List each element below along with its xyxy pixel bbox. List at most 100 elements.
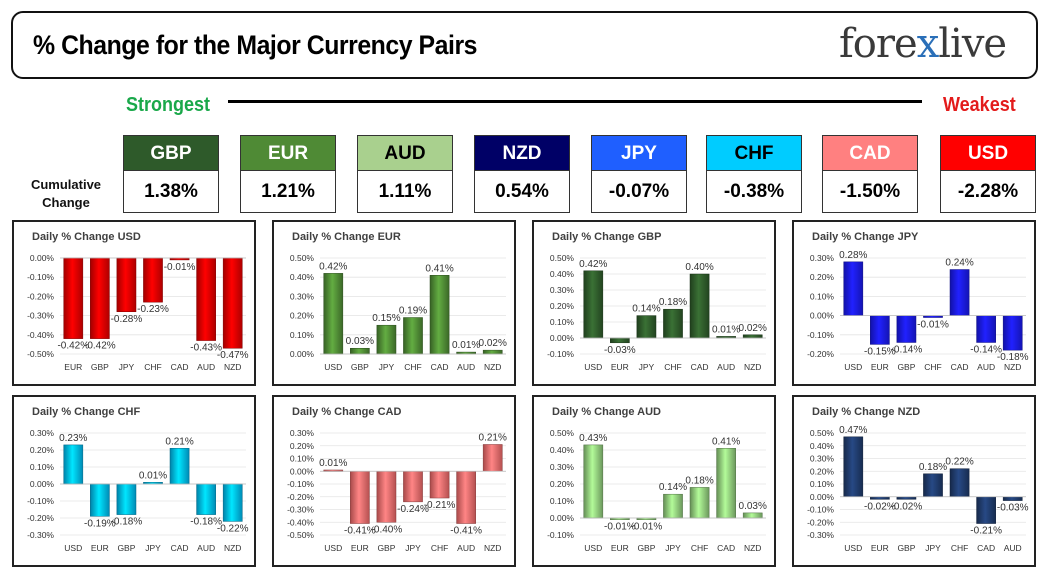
data-label: 0.18% [659, 297, 687, 308]
bar-gbp [350, 347, 370, 355]
currency-cell-usd: USD -2.28% [940, 135, 1036, 213]
page-title: % Change for the Major Currency Pairs [33, 30, 478, 60]
data-label: 0.02% [739, 323, 767, 334]
y-tick-label: 0.30% [290, 428, 315, 438]
x-category-label: CAD [717, 543, 735, 553]
data-label: 0.01% [139, 470, 167, 481]
data-label: -0.18% [111, 517, 143, 528]
x-category-label: CHF [924, 362, 941, 372]
data-label: 0.40% [685, 262, 713, 273]
x-category-label: AUD [197, 543, 215, 553]
bar-nzd [742, 334, 763, 339]
y-tick-label: -0.50% [27, 349, 54, 359]
x-category-label: AUD [977, 362, 995, 372]
bar-eur [63, 257, 84, 339]
bar-usd [583, 270, 604, 339]
x-category-label: JPY [665, 543, 681, 553]
data-label: -0.23% [137, 304, 169, 315]
data-label: -0.24% [397, 504, 429, 515]
x-category-label: CHF [144, 362, 161, 372]
data-label: 0.42% [319, 261, 347, 272]
currency-code: CAD [822, 135, 918, 171]
y-tick-label: -0.20% [287, 492, 314, 502]
y-tick-label: -0.30% [27, 311, 54, 321]
currency-cumulative-value: -1.50% [822, 171, 918, 213]
currency-cell-nzd: NZD 0.54% [474, 135, 570, 213]
bar-jpy [376, 324, 397, 355]
x-category-label: AUD [457, 362, 475, 372]
x-category-label: EUR [611, 543, 629, 553]
y-tick-label: 0.00% [290, 349, 315, 359]
y-tick-label: -0.20% [27, 513, 54, 523]
y-tick-label: -0.10% [27, 496, 54, 506]
y-tick-label: 0.00% [290, 466, 315, 476]
y-tick-label: -0.40% [287, 517, 314, 527]
chart-title: Daily % Change CAD [292, 406, 401, 418]
x-category-label: CHF [691, 543, 708, 553]
data-label: 0.47% [839, 425, 867, 436]
y-tick-label: -0.10% [547, 349, 574, 359]
y-tick-label: 0.40% [550, 269, 575, 279]
x-category-label: NZD [224, 362, 241, 372]
bar-aud [196, 257, 216, 341]
data-label: -0.28% [111, 314, 143, 325]
currency-code: JPY [591, 135, 687, 171]
bar-aud [1002, 496, 1023, 501]
data-label: -0.14% [891, 344, 923, 355]
forexlive-logo: forexlive [839, 21, 1007, 67]
bar-cad [689, 273, 710, 339]
bar-nzd [482, 444, 503, 472]
data-label: 0.18% [919, 462, 947, 473]
currency-cell-cad: CAD -1.50% [822, 135, 918, 213]
chart-title: Daily % Change JPY [812, 231, 919, 243]
x-category-label: JPY [639, 362, 655, 372]
y-tick-label: -0.30% [287, 505, 314, 515]
cumulative-change-label: Cumulative Change [20, 176, 112, 212]
y-tick-label: -0.10% [287, 479, 314, 489]
y-tick-label: 0.20% [550, 479, 575, 489]
bar-jpy [403, 471, 423, 503]
bar-jpy [116, 257, 137, 313]
bar-eur [90, 483, 110, 517]
data-label: 0.01% [452, 340, 480, 351]
data-label: 0.22% [945, 457, 973, 468]
bar-cad [429, 275, 450, 355]
x-category-label: GBP [117, 543, 135, 553]
data-label: -0.03% [997, 503, 1029, 514]
data-label: 0.41% [425, 263, 453, 274]
currency-cell-gbp: GBP 1.38% [123, 135, 219, 213]
x-category-label: EUR [611, 362, 629, 372]
currency-cumulative-value: -0.38% [706, 171, 802, 213]
x-category-label: GBP [91, 362, 109, 372]
x-category-label: EUR [64, 362, 82, 372]
data-label: -0.43% [190, 343, 222, 354]
data-label: 0.42% [579, 259, 607, 270]
y-tick-label: 0.00% [810, 492, 835, 502]
bar-jpy [636, 315, 657, 339]
currency-code: USD [940, 135, 1036, 171]
x-category-label: JPY [119, 362, 135, 372]
data-label: 0.28% [839, 250, 867, 261]
y-tick-label: 0.10% [550, 496, 575, 506]
data-label: -0.21% [424, 500, 456, 511]
data-label: 0.03% [346, 336, 374, 347]
cumulative-label-line2: Change [42, 195, 90, 210]
y-tick-label: 0.50% [550, 253, 575, 263]
bar-usd [843, 436, 864, 497]
y-tick-label: 0.00% [810, 311, 835, 321]
x-category-label: EUR [91, 543, 109, 553]
bar-chf [663, 308, 683, 339]
data-label: -0.15% [864, 346, 896, 357]
chart-svg: Daily % Change USD 0.00% -0.10% -0.20% -0.30… [27, 231, 249, 372]
y-tick-label: -0.10% [807, 505, 834, 515]
data-label: 0.43% [579, 433, 607, 444]
bar-nzd [222, 483, 243, 522]
currency-cell-eur: EUR 1.21% [240, 135, 336, 213]
y-tick-label: 0.20% [30, 445, 55, 455]
x-category-label: CAD [171, 543, 189, 553]
x-category-label: NZD [744, 362, 761, 372]
currency-code: EUR [240, 135, 336, 171]
chart-svg: Daily % Change AUD 0.50% 0.40% 0.30% 0.20% 0.… [547, 406, 767, 553]
x-category-label: CHF [431, 543, 448, 553]
y-tick-label: 0.20% [290, 441, 315, 451]
